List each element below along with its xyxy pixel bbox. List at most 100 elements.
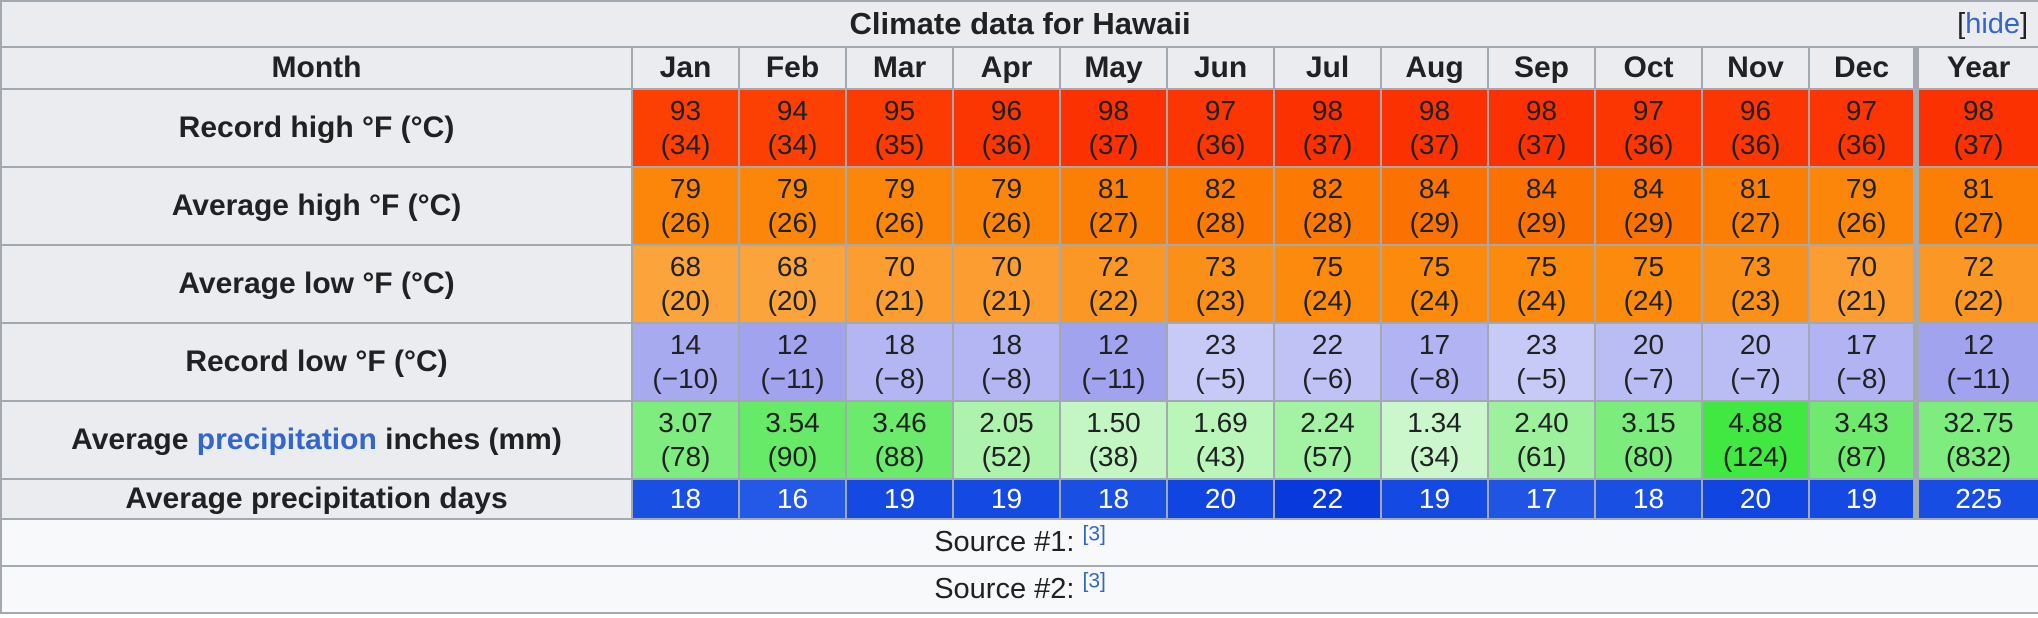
- source-label: Source #2:: [934, 573, 1083, 605]
- record-low-cell-mar: 18 (−8): [845, 322, 954, 402]
- precipitation-days-row: Average precipitation days 18 16 19 19 18 20 22…: [0, 478, 2038, 520]
- precipitation-days-label: Average precipitation days: [0, 478, 633, 520]
- record-low-row: Record low °F (°C) 14 (−10) 12 (−11) 18 (−8) 18…: [0, 322, 2038, 402]
- average-precipitation-cell-mar: 3.46 (88): [845, 400, 954, 480]
- record-low-cell-dec: 17 (−8): [1808, 322, 1917, 402]
- hide-toggle: [hide]: [1957, 2, 2028, 46]
- record-high-cell-apr: 96 (36): [952, 88, 1061, 168]
- average-high-cell-may: 81 (27): [1059, 166, 1168, 246]
- precipitation-days-cell-may: 18: [1059, 478, 1168, 520]
- average-precipitation-cell-aug: 1.34 (34): [1380, 400, 1489, 480]
- source-ref-link[interactable]: [3]: [1082, 569, 1106, 593]
- record-high-cell-mar: 95 (35): [845, 88, 954, 168]
- average-high-cell-jun: 82 (28): [1166, 166, 1275, 246]
- average-low-cell-feb: 68 (20): [738, 244, 847, 324]
- average-precipitation-cell-sep: 2.40 (61): [1487, 400, 1596, 480]
- average-high-cell-oct: 84 (29): [1594, 166, 1703, 246]
- average-high-cell-jul: 82 (28): [1273, 166, 1382, 246]
- record-high-cell-feb: 94 (34): [738, 88, 847, 168]
- average-low-cell-jul: 75 (24): [1273, 244, 1382, 324]
- average-precipitation-cell-apr: 2.05 (52): [952, 400, 1061, 480]
- hide-link[interactable]: hide: [1965, 7, 2021, 40]
- average-low-cell-mar: 70 (21): [845, 244, 954, 324]
- record-high-cell-dec: 97 (36): [1808, 88, 1917, 168]
- precipitation-days-cell-apr: 19: [952, 478, 1061, 520]
- record-low-label: Record low °F (°C): [0, 322, 633, 402]
- source-ref-link[interactable]: [3]: [1082, 522, 1106, 546]
- hide-bracket-open: [: [1957, 7, 1966, 40]
- precipitation-days-cell-feb: 16: [738, 478, 847, 520]
- column-header-jun: Jun: [1166, 46, 1275, 90]
- hide-bracket-close: ]: [2020, 7, 2029, 40]
- title-row: Climate data for Hawaii [hide]: [0, 0, 2038, 48]
- average-low-cell-may: 72 (22): [1059, 244, 1168, 324]
- average-precipitation-cell-may: 1.50 (38): [1059, 400, 1168, 480]
- record-low-cell-apr: 18 (−8): [952, 322, 1061, 402]
- source-cell-2: Source #2: [3]: [0, 565, 2038, 614]
- record-high-cell-jun: 97 (36): [1166, 88, 1275, 168]
- record-high-cell-aug: 98 (37): [1380, 88, 1489, 168]
- average-high-cell-sep: 84 (29): [1487, 166, 1596, 246]
- record-high-cell-oct: 97 (36): [1594, 88, 1703, 168]
- precipitation-link[interactable]: precipitation: [196, 423, 377, 456]
- source-row-1: Source #1: [3]: [0, 518, 2038, 567]
- average-precipitation-cell-feb: 3.54 (90): [738, 400, 847, 480]
- column-header-year: Year: [1912, 46, 2038, 90]
- average-precipitation-row: Average precipitation inches (mm) 3.07 (78…: [0, 400, 2038, 480]
- source-row-2: Source #2: [3]: [0, 565, 2038, 614]
- precipitation-days-cell-mar: 19: [845, 478, 954, 520]
- record-high-cell-sep: 98 (37): [1487, 88, 1596, 168]
- average-precipitation-cell-jul: 2.24 (57): [1273, 400, 1382, 480]
- record-low-cell-jul: 22 (−6): [1273, 322, 1382, 402]
- average-high-row: Average high °F (°C) 79 (26) 79 (26) 79 (26) 79…: [0, 166, 2038, 246]
- record-low-cell-feb: 12 (−11): [738, 322, 847, 402]
- record-high-row: Record high °F (°C) 93 (34) 94 (34) 95 (35) 96(…: [0, 88, 2038, 168]
- average-high-cell-jan: 79 (26): [631, 166, 740, 246]
- source-label: Source #1:: [934, 526, 1083, 558]
- average-precipitation-cell-nov: 4.88 (124): [1701, 400, 1810, 480]
- average-low-cell-oct: 75 (24): [1594, 244, 1703, 324]
- column-header-oct: Oct: [1594, 46, 1703, 90]
- source-cell-1: Source #1: [3]: [0, 518, 2038, 567]
- page-title: Climate data for Hawaii: [849, 6, 1191, 41]
- average-high-cell-aug: 84 (29): [1380, 166, 1489, 246]
- column-header-jan: Jan: [631, 46, 740, 90]
- average-high-cell-apr: 79 (26): [952, 166, 1061, 246]
- record-high-cell-may: 98 (37): [1059, 88, 1168, 168]
- average-low-cell-apr: 70 (21): [952, 244, 1061, 324]
- precipitation-days-cell-oct: 18: [1594, 478, 1703, 520]
- column-header-apr: Apr: [952, 46, 1061, 90]
- precipitation-days-cell-dec: 19: [1808, 478, 1917, 520]
- precipitation-days-cell-aug: 19: [1380, 478, 1489, 520]
- record-high-cell-year: 98 (37): [1912, 88, 2038, 168]
- record-low-cell-year: 12 (−11): [1912, 322, 2038, 402]
- record-low-cell-oct: 20 (−7): [1594, 322, 1703, 402]
- average-low-label: Average low °F (°C): [0, 244, 633, 324]
- average-high-cell-nov: 81 (27): [1701, 166, 1810, 246]
- average-precipitation-cell-year: 32.75 (832): [1912, 400, 2038, 480]
- precipitation-days-cell-sep: 17: [1487, 478, 1596, 520]
- average-low-cell-sep: 75 (24): [1487, 244, 1596, 324]
- average-precipitation-cell-jan: 3.07 (78): [631, 400, 740, 480]
- record-high-cell-nov: 96 (36): [1701, 88, 1810, 168]
- table-title-cell: Climate data for Hawaii [hide]: [0, 0, 2038, 48]
- precipitation-days-cell-nov: 20: [1701, 478, 1810, 520]
- record-low-cell-nov: 20 (−7): [1701, 322, 1810, 402]
- record-high-cell-jan: 93 (34): [631, 88, 740, 168]
- column-header-jul: Jul: [1273, 46, 1382, 90]
- record-low-cell-may: 12 (−11): [1059, 322, 1168, 402]
- column-header-feb: Feb: [738, 46, 847, 90]
- column-header-nov: Nov: [1701, 46, 1810, 90]
- column-header-may: May: [1059, 46, 1168, 90]
- average-high-cell-year: 81 (27): [1912, 166, 2038, 246]
- average-high-cell-mar: 79 (26): [845, 166, 954, 246]
- record-high-cell-jul: 98 (37): [1273, 88, 1382, 168]
- average-precipitation-cell-jun: 1.69 (43): [1166, 400, 1275, 480]
- average-precipitation-cell-oct: 3.15 (80): [1594, 400, 1703, 480]
- average-low-cell-jan: 68 (20): [631, 244, 740, 324]
- precipitation-days-cell-jan: 18: [631, 478, 740, 520]
- average-high-label: Average high °F (°C): [0, 166, 633, 246]
- average-low-cell-year: 72 (22): [1912, 244, 2038, 324]
- record-high-label: Record high °F (°C): [0, 88, 633, 168]
